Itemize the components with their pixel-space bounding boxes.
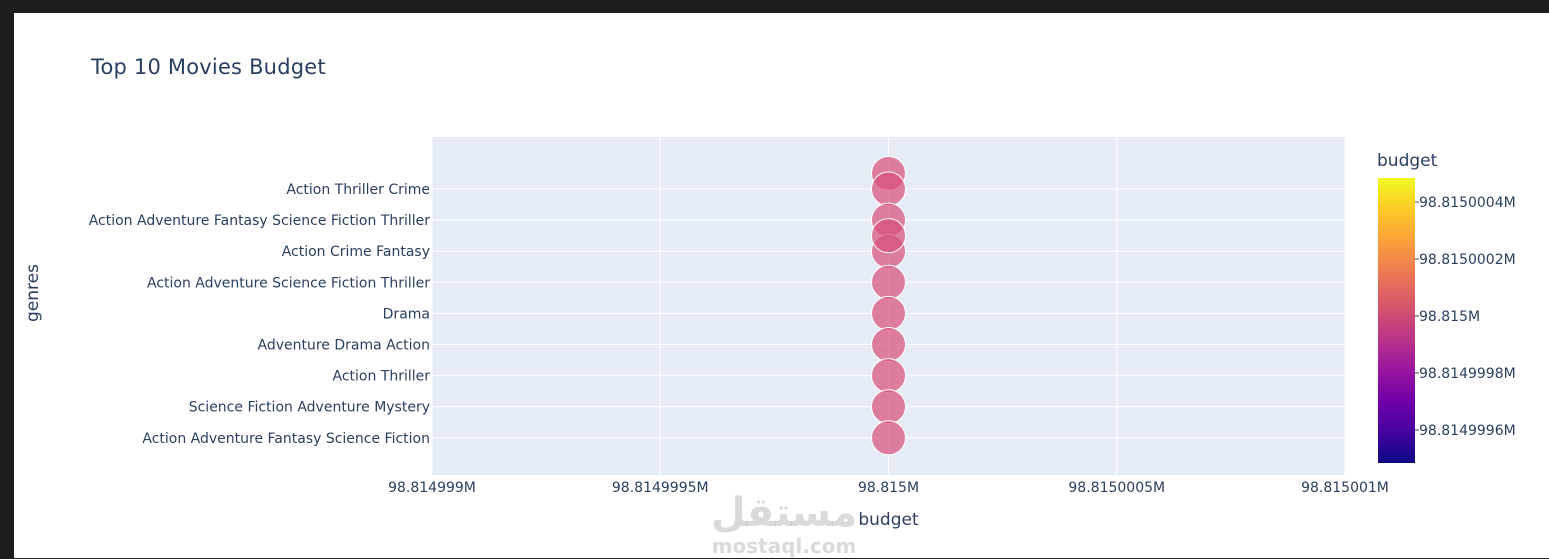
y-tick-label: Action Adventure Fantasy Science Fiction… — [89, 213, 431, 229]
x-axis-title: budget — [858, 510, 919, 530]
data-point — [871, 295, 906, 331]
y-axis-title: genres — [23, 264, 43, 322]
y-tick-label: Action Thriller — [332, 369, 430, 385]
colorbar-tick-label: 98.815M — [1419, 309, 1480, 325]
y-tick-label: Action Thriller Crime — [286, 182, 430, 198]
data-point — [871, 171, 906, 207]
chart-title: Top 10 Movies Budget — [91, 55, 326, 79]
y-tick-label: Action Adventure Science Fiction Thrille… — [147, 275, 430, 291]
colorbar-tick-label: 98.8149996M — [1419, 423, 1516, 439]
colorbar-tick-label: 98.8149998M — [1419, 366, 1516, 382]
x-tick-label: 98.8150005M — [1068, 480, 1165, 496]
chart-frame: Top 10 Movies Budget 98.814999M 98.814999… — [14, 13, 1549, 558]
data-point — [871, 264, 906, 300]
data-point — [871, 389, 906, 425]
x-tick-label: 98.815M — [858, 480, 919, 496]
data-point — [871, 358, 906, 394]
colorbar-title: budget — [1377, 151, 1438, 171]
x-tick-label: 98.814999M — [388, 480, 476, 496]
data-point — [871, 218, 906, 254]
colorbar-tick-label: 98.8150002M — [1419, 252, 1516, 268]
y-tick-label: Drama — [383, 306, 430, 322]
data-point — [871, 327, 906, 362]
x-tick-label: 98.815001M — [1301, 480, 1389, 496]
colorbar-tick-label: 98.8150004M — [1419, 195, 1516, 211]
y-tick-label: Adventure Drama Action — [258, 338, 431, 354]
y-tick-label: Science Fiction Adventure Mystery — [189, 400, 430, 416]
data-point — [871, 420, 906, 456]
y-tick-label: Action Adventure Fantasy Science Fiction — [142, 431, 430, 447]
x-tick-label: 98.8149995M — [612, 480, 709, 496]
colorbar — [1378, 178, 1415, 463]
scatter-chart: 98.814999M 98.8149995M 98.815M 98.8150005M 9… — [23, 137, 1516, 530]
y-tick-label: Action Crime Fantasy — [282, 244, 430, 260]
